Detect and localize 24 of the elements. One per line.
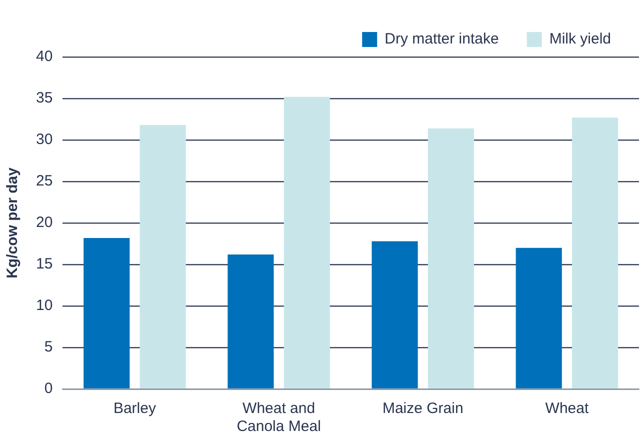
bar bbox=[140, 125, 186, 388]
y-axis-title: Kg/cow per day bbox=[4, 166, 22, 278]
bar bbox=[228, 254, 274, 388]
bar bbox=[372, 241, 418, 388]
x-tick-label: Barley bbox=[113, 400, 156, 418]
y-tick-label: 25 bbox=[36, 172, 53, 190]
y-tick-label: 30 bbox=[36, 131, 53, 148]
bar bbox=[428, 128, 474, 388]
y-tick-label: 10 bbox=[36, 297, 53, 314]
y-tick-label: 15 bbox=[36, 256, 53, 273]
x-tick-label: Maize Grain bbox=[382, 400, 464, 418]
legend-label: Milk yield bbox=[549, 30, 612, 48]
legend-label: Dry matter intake bbox=[384, 30, 499, 48]
bar bbox=[284, 96, 330, 388]
y-tick-label: 0 bbox=[44, 380, 53, 398]
bar bbox=[84, 238, 130, 388]
y-tick-label: 35 bbox=[36, 90, 53, 107]
y-tick-label: 40 bbox=[36, 48, 53, 66]
bar bbox=[572, 118, 618, 388]
x-tick-label: Wheat and Canola Meal bbox=[236, 400, 321, 436]
y-tick-label: 20 bbox=[36, 214, 53, 232]
y-tick-label: 5 bbox=[44, 338, 53, 356]
bar bbox=[516, 248, 562, 388]
x-tick-label: Wheat bbox=[545, 400, 590, 418]
